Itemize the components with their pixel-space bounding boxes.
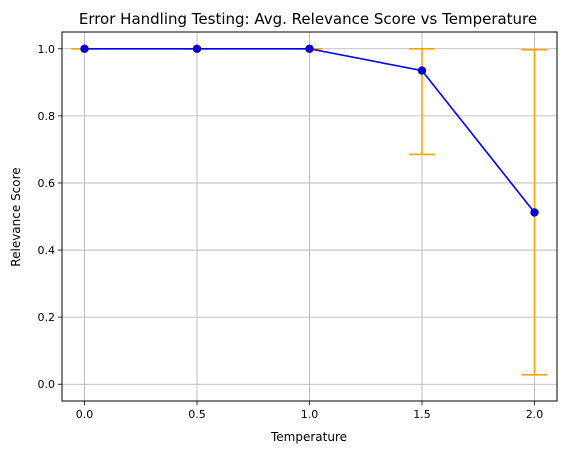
- axis-ticks: 0.0 0.5 1.0 1.5 2.0 0.0 0.2 0.4 0.6 0.8 1.0: [38, 43, 544, 421]
- data-point: [192, 44, 202, 53]
- chart-title: Error Handling Testing: Avg. Relevance S…: [79, 10, 537, 28]
- x-tick-label: 0.5: [188, 408, 206, 421]
- data-point: [417, 66, 427, 75]
- data-points: [80, 44, 539, 217]
- y-tick-label: 1.0: [38, 43, 56, 56]
- data-point: [530, 208, 539, 217]
- y-axis-label: Relevance Score: [9, 167, 23, 266]
- x-tick-label: 0.0: [76, 408, 94, 421]
- y-tick-label: 0.2: [38, 311, 56, 324]
- data-point: [305, 44, 314, 53]
- y-tick-label: 0.4: [38, 244, 56, 257]
- x-axis-label: Temperature: [270, 430, 347, 444]
- grid: [62, 32, 557, 401]
- x-tick-label: 1.0: [301, 408, 319, 421]
- data-point: [80, 44, 89, 53]
- y-tick-label: 0.0: [38, 378, 56, 391]
- x-tick-label: 2.0: [526, 408, 544, 421]
- x-tick-label: 1.5: [413, 408, 431, 421]
- y-tick-label: 0.6: [38, 177, 56, 190]
- y-tick-label: 0.8: [38, 110, 56, 123]
